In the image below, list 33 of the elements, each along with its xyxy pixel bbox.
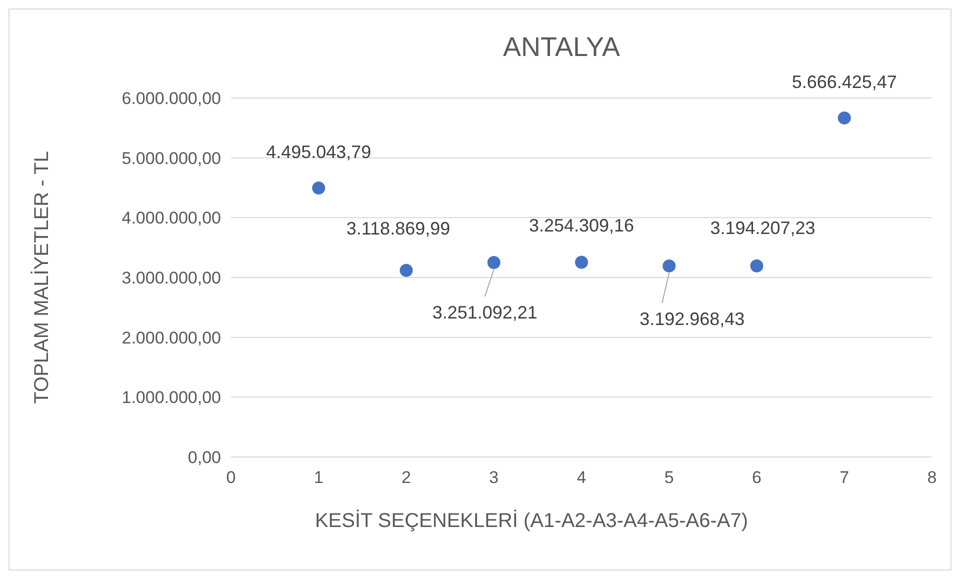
y-axis-title: TOPLAM MALİYETLER - TL	[30, 151, 53, 404]
y-tick-label: 0,00	[188, 448, 221, 467]
data-label: 3.194.207,23	[710, 218, 816, 238]
x-tick-label: 2	[402, 468, 411, 487]
data-label: 3.254.309,16	[528, 215, 634, 236]
point	[662, 259, 676, 272]
data-label: 3.192.968,43	[640, 308, 745, 329]
data-label: 3.251.092,21	[432, 302, 538, 322]
x-tick-label: 8	[927, 468, 937, 487]
point	[838, 111, 851, 124]
x-tick-label: 5	[664, 468, 674, 487]
y-tick-label: 4.000.000,00	[122, 208, 221, 228]
x-tick-label: 1	[314, 468, 324, 487]
point	[487, 256, 500, 269]
x-tick-label: 0	[226, 468, 236, 487]
point	[575, 256, 588, 269]
x-axis-title: KESİT SEÇENEKLERİ (A1-A2-A3-A4-A5-A6-A7)	[314, 509, 748, 532]
data-label: 3.118.869,99	[346, 218, 450, 238]
x-tick-label: 3	[489, 468, 499, 487]
y-tick-label: 1.000.000,00	[122, 388, 221, 408]
x-tick-label: 7	[840, 468, 850, 487]
y-tick-label: 3.000.000,00	[122, 268, 221, 288]
x-tick-label: 4	[576, 468, 586, 487]
point	[312, 182, 326, 195]
y-tick-label: 6.000.000,00	[122, 88, 221, 108]
data-label: 5.666.425,47	[792, 72, 897, 92]
point	[750, 259, 764, 272]
data-label: 4.495.043,79	[266, 142, 372, 162]
chart-title: ANTALYA	[502, 32, 620, 62]
y-tick-label: 2.000.000,00	[122, 328, 221, 348]
y-tick-label: 5.000.000,00	[122, 148, 221, 168]
x-tick-label: 6	[752, 468, 762, 487]
point	[400, 264, 413, 277]
